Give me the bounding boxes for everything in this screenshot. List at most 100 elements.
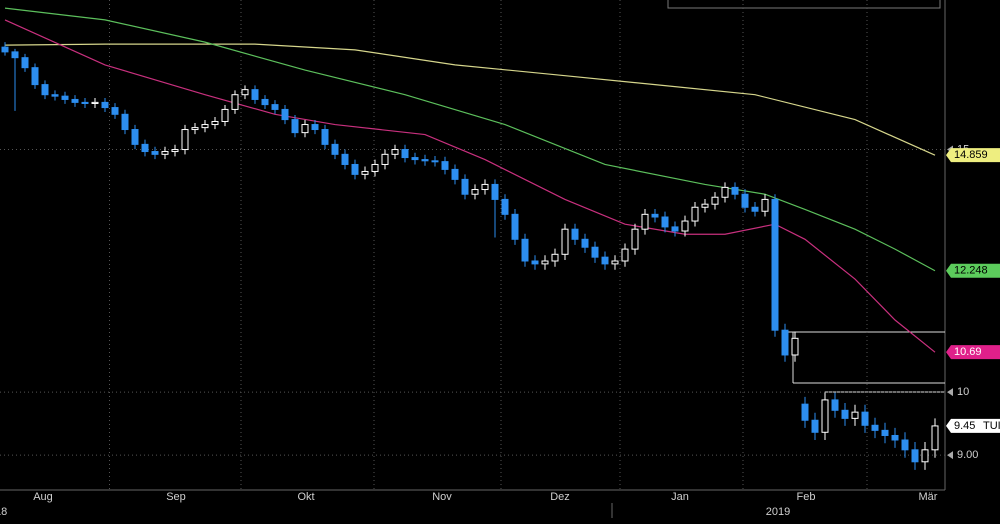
- candle-body: [201, 124, 209, 129]
- candle-body: [651, 213, 659, 218]
- x-tick-label: Aug: [33, 491, 53, 503]
- candle-body: [101, 101, 109, 109]
- candle-body: [471, 189, 479, 195]
- candle-body: [231, 94, 239, 110]
- candle-body: [421, 159, 429, 162]
- candle-body: [891, 434, 899, 441]
- ticker-label: TUI: [983, 420, 1000, 432]
- candle-body: [611, 260, 619, 265]
- candle-body: [561, 228, 569, 255]
- moving-average-line: [4, 19, 936, 353]
- x-tick-label: Nov: [432, 491, 452, 503]
- candle-body: [571, 228, 579, 240]
- candle-body: [721, 186, 729, 198]
- candle-body: [441, 161, 449, 170]
- candle-body: [541, 260, 549, 265]
- candle-body: [501, 198, 509, 215]
- value-label: 10.69: [954, 346, 982, 358]
- candle-body: [881, 429, 889, 436]
- candle-body: [631, 228, 639, 250]
- candle-body: [241, 89, 249, 96]
- moving-average-line: [4, 43, 936, 156]
- candle-body: [851, 411, 859, 419]
- candle-body: [301, 124, 309, 134]
- candle-body: [251, 89, 259, 100]
- candle-body: [831, 399, 839, 411]
- candle-body: [911, 449, 919, 463]
- candle-body: [321, 129, 329, 145]
- candle-body: [531, 260, 539, 265]
- year-label: 2019: [766, 506, 790, 518]
- candle-body: [781, 329, 789, 356]
- candle-body: [71, 98, 79, 103]
- x-tick-label: Okt: [297, 491, 314, 503]
- candle-body: [151, 151, 159, 155]
- y-tick-label: 10: [957, 386, 969, 398]
- candle-body: [601, 256, 609, 265]
- candle-body: [791, 337, 799, 356]
- candle-body: [591, 246, 599, 258]
- value-label-box: [946, 148, 1000, 163]
- candle-body: [331, 143, 339, 155]
- year-label: 2018: [0, 506, 7, 518]
- candle-body: [11, 51, 19, 59]
- candle-body: [431, 160, 439, 163]
- candle-body: [741, 193, 749, 208]
- candle-body: [521, 238, 529, 262]
- candle-body: [821, 399, 829, 433]
- value-label-box: [946, 418, 1000, 433]
- candle-body: [511, 213, 519, 240]
- candle-body: [401, 149, 409, 159]
- candle-body: [551, 253, 559, 262]
- candle-body: [381, 153, 389, 165]
- candle-body: [681, 220, 689, 232]
- candle-body: [211, 120, 219, 126]
- candle-body: [751, 206, 759, 212]
- moving-average-line: [4, 7, 936, 272]
- info-box: [667, 0, 941, 9]
- candle-body: [261, 98, 269, 106]
- candle-body: [691, 206, 699, 222]
- x-tick-label: Mär: [919, 491, 938, 503]
- candle-body: [841, 409, 849, 419]
- candle-body: [121, 113, 129, 131]
- candle-body: [41, 84, 49, 96]
- candle-body: [161, 151, 169, 155]
- value-label: 9.45: [954, 420, 975, 432]
- candle-body: [271, 104, 279, 110]
- candle-body: [221, 108, 229, 122]
- candle-body: [311, 124, 319, 131]
- candle-body: [861, 411, 869, 426]
- candle-body: [351, 163, 359, 175]
- candle-body: [701, 203, 709, 208]
- candle-body: [291, 119, 299, 134]
- candle-body: [761, 198, 769, 212]
- x-tick-label: Jan: [671, 491, 689, 503]
- candle-body: [51, 94, 59, 97]
- candle-body: [91, 101, 99, 104]
- candle-body: [111, 107, 119, 115]
- candle-body: [61, 95, 69, 100]
- y-tick-label: 9.00: [957, 449, 978, 461]
- value-label-box: [946, 263, 1000, 278]
- candle-body: [181, 129, 189, 151]
- candle-body: [411, 157, 419, 161]
- value-label: 12.248: [954, 265, 988, 277]
- candle-body: [801, 403, 809, 421]
- candle-body: [171, 149, 179, 153]
- candle-body: [481, 183, 489, 191]
- candle-body: [281, 108, 289, 121]
- candle-body: [81, 101, 89, 104]
- candle-body: [771, 198, 779, 331]
- candle-body: [491, 183, 499, 200]
- candle-body: [711, 196, 719, 205]
- candle-body: [31, 67, 39, 86]
- candle-body: [921, 449, 929, 463]
- x-tick-label: Feb: [797, 491, 816, 503]
- x-tick-label: Sep: [166, 491, 186, 503]
- candle-body: [191, 127, 199, 131]
- y-tick-mark: [947, 388, 953, 397]
- plot: [0, 0, 945, 490]
- candle-body: [141, 143, 149, 153]
- x-tick-label: Dez: [550, 491, 570, 503]
